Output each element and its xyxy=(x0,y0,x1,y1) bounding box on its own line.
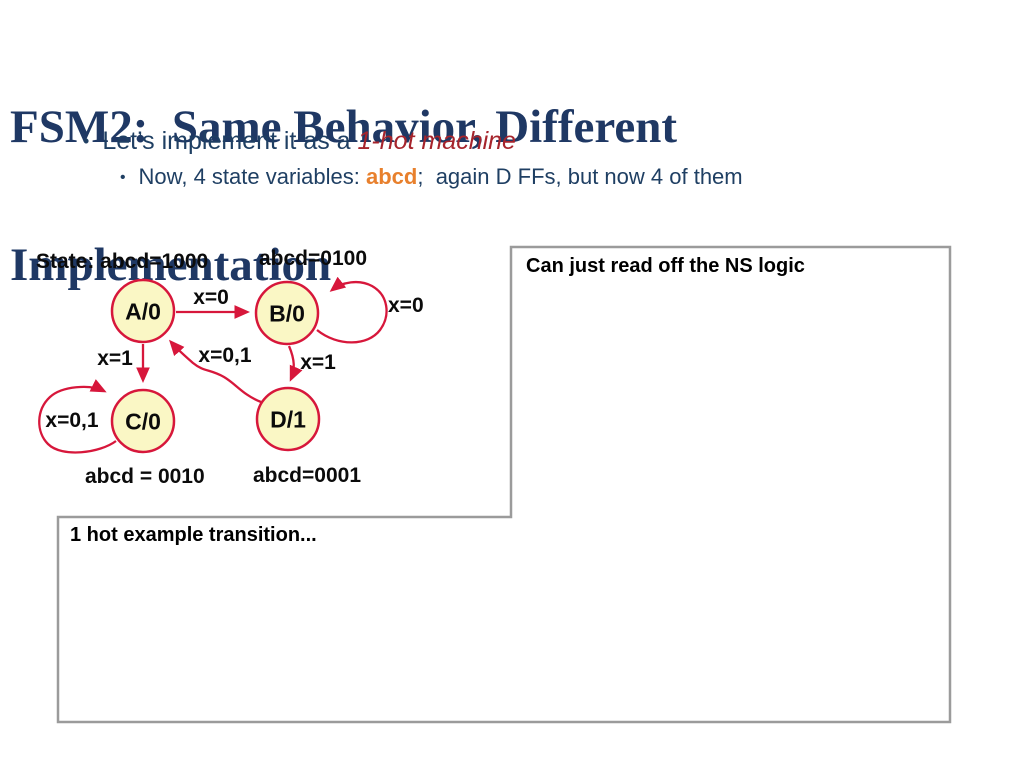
edge-label-b-self: x=0 xyxy=(388,294,424,317)
bullet-1-prefix: Let’s implement it as a xyxy=(102,127,358,155)
answer-region-outline xyxy=(56,245,952,724)
bullet-item-2: • Now, 4 state variables: abcd; again D … xyxy=(120,164,743,190)
edge-label-a-to-c: x=1 xyxy=(97,347,133,370)
title-line-2: Implementation xyxy=(10,239,332,291)
bullet-icon: • xyxy=(120,169,126,186)
bullet-1-text: Let’s implement it as a 1-hot machine xyxy=(102,127,516,156)
bullet-2-suffix: ; again D FFs, but now 4 of them xyxy=(417,164,743,189)
page-title: FSM2: Same Behavior, Different Implement… xyxy=(10,12,677,380)
edge-label-c-self: x=0,1 xyxy=(45,409,99,432)
state-node-d xyxy=(255,386,321,452)
ns-logic-note: Can just read off the NS logic xyxy=(526,255,805,277)
one-hot-emphasis: 1-hot machine xyxy=(357,127,516,155)
node-label-c: C/0 xyxy=(125,408,161,435)
state-node-c xyxy=(110,388,176,454)
state-code-b: abcd=0100 xyxy=(259,247,367,270)
node-label-d: D/1 xyxy=(270,406,306,433)
state-node-a xyxy=(110,278,176,344)
state-node-b xyxy=(254,280,320,346)
bullet-icon: • xyxy=(83,131,90,151)
state-caption: State: abcd=1000 xyxy=(36,250,209,273)
bullet-2-prefix: Now, 4 state variables: xyxy=(138,164,366,189)
edge-label-d-to-a: x=0,1 xyxy=(198,344,252,367)
node-label-a: A/0 xyxy=(125,298,161,325)
title-line-1: FSM2: Same Behavior, Different xyxy=(10,101,678,153)
self-loop-c xyxy=(38,379,117,454)
transition-b-to-d xyxy=(287,345,303,382)
abcd-highlight: abcd xyxy=(366,164,418,189)
bullet-item-1: • Let’s implement it as a 1-hot machine xyxy=(83,127,516,156)
transition-d-to-a xyxy=(169,339,262,404)
self-loop-b xyxy=(316,276,388,344)
state-code-c: abcd = 0010 xyxy=(85,465,205,488)
bullet-2-text: Now, 4 state variables: abcd; again D FF… xyxy=(139,164,743,190)
edge-label-a-to-b: x=0 xyxy=(193,286,229,309)
node-label-b: B/0 xyxy=(269,300,305,327)
state-code-d: abcd=0001 xyxy=(253,464,361,487)
edge-label-b-to-d: x=1 xyxy=(300,351,336,374)
one-hot-note: 1 hot example transition... xyxy=(70,524,317,546)
